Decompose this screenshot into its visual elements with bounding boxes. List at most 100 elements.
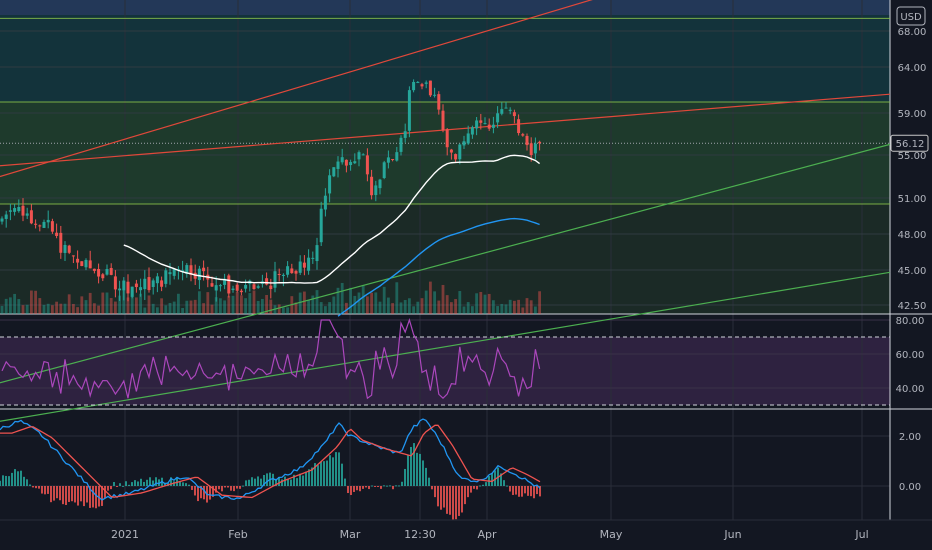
macd-histogram-bar xyxy=(296,478,298,486)
candle-body xyxy=(4,214,8,219)
macd-histogram-bar xyxy=(230,486,232,491)
candle-body xyxy=(63,244,67,253)
candle-body xyxy=(407,90,411,131)
macd-histogram-bar xyxy=(17,471,19,486)
candle-body xyxy=(508,109,512,111)
macd-histogram-bar xyxy=(5,475,7,486)
macd-histogram-bar xyxy=(491,473,493,486)
macd-histogram-bar xyxy=(407,455,409,486)
candle-body xyxy=(214,285,218,291)
candle-body xyxy=(252,284,256,290)
candle-body xyxy=(0,218,4,222)
candle-body xyxy=(42,221,46,228)
macd-histogram-bar xyxy=(392,486,394,490)
macd-histogram-bar xyxy=(272,473,274,486)
candle-body xyxy=(92,268,96,271)
macd-histogram-bar xyxy=(377,486,379,487)
volume-bar xyxy=(357,292,361,314)
macd-histogram-bar xyxy=(152,480,154,486)
macd-histogram-bar xyxy=(383,485,385,487)
volume-bar xyxy=(483,294,487,314)
candle-body xyxy=(155,276,159,284)
candle-body xyxy=(71,255,75,257)
volume-bar xyxy=(139,293,142,314)
macd-histogram-bar xyxy=(95,486,97,509)
macd-histogram-bar xyxy=(323,461,325,486)
volume-bar xyxy=(105,292,109,314)
candle-body xyxy=(277,273,281,275)
volume-bar xyxy=(416,301,420,314)
candle-body xyxy=(80,261,84,267)
macd-histogram-bar xyxy=(437,486,439,507)
volume-bar xyxy=(17,299,21,314)
volume-bar xyxy=(277,304,281,314)
macd-histogram-bar xyxy=(395,485,397,487)
candle-body xyxy=(147,277,151,291)
candle-body xyxy=(441,110,445,131)
macd-histogram-bar xyxy=(326,460,328,486)
volume-bar xyxy=(4,298,8,314)
candle-body xyxy=(256,286,260,288)
macd-histogram-bar xyxy=(518,486,520,497)
macd-histogram-bar xyxy=(479,485,481,487)
macd-histogram-bar xyxy=(353,486,355,492)
volume-bar xyxy=(177,293,180,314)
candle-body xyxy=(8,210,12,212)
candle-body xyxy=(437,94,441,110)
macd-histogram-bar xyxy=(287,479,289,486)
macd-histogram-bar xyxy=(197,486,199,502)
volume-bar xyxy=(147,295,151,314)
candle-body xyxy=(197,268,201,281)
volume-bar xyxy=(63,303,67,314)
macd-histogram-bar xyxy=(299,473,301,486)
candle-body xyxy=(139,287,143,291)
candle-body xyxy=(302,262,306,268)
macd-histogram-bar xyxy=(179,481,181,486)
volume-bar xyxy=(340,282,344,314)
volume-bar xyxy=(55,301,58,314)
candle-body xyxy=(109,268,113,275)
volume-bar xyxy=(538,291,541,314)
macd-histogram-bar xyxy=(0,480,1,486)
macd-histogram-bar xyxy=(68,486,70,502)
candle-body xyxy=(533,143,537,154)
volume-bar xyxy=(214,297,218,314)
volume-bar xyxy=(51,305,54,314)
volume-bar xyxy=(198,291,201,314)
volume-bar xyxy=(109,298,113,314)
candle-body xyxy=(328,175,332,194)
volume-bar xyxy=(93,303,96,314)
candle-body xyxy=(332,167,336,177)
macd-histogram-bar xyxy=(281,479,283,486)
macd-histogram-bar xyxy=(83,486,85,507)
candle-body xyxy=(113,276,117,290)
candle-body xyxy=(504,107,508,109)
candle-body xyxy=(487,124,491,129)
volume-bar xyxy=(67,294,71,314)
volume-bar xyxy=(227,296,231,314)
volume-bar xyxy=(13,293,16,314)
macd-histogram-bar xyxy=(158,479,160,486)
candle-body xyxy=(412,81,416,91)
candle-body xyxy=(172,268,176,276)
time-tick-label: May xyxy=(600,528,623,541)
candle-body xyxy=(311,257,315,259)
macd-histogram-bar xyxy=(335,452,337,486)
macd-histogram-bar xyxy=(446,486,448,514)
volume-bar xyxy=(370,292,373,314)
candle-body xyxy=(378,179,382,189)
macd-histogram-bar xyxy=(317,465,319,486)
candle-body xyxy=(21,205,25,216)
currency-badge-frame xyxy=(896,6,926,26)
candle-body xyxy=(286,266,290,275)
volume-bar xyxy=(122,290,126,314)
candle-body xyxy=(403,131,407,138)
macd-histogram-bar xyxy=(50,486,52,503)
macd-histogram-bar xyxy=(380,486,382,489)
macd-histogram-bar xyxy=(41,486,43,494)
macd-histogram-bar xyxy=(239,486,241,489)
macd-histogram-bar xyxy=(122,485,124,487)
macd-histogram-bar xyxy=(443,486,445,508)
volume-bar xyxy=(59,303,63,314)
